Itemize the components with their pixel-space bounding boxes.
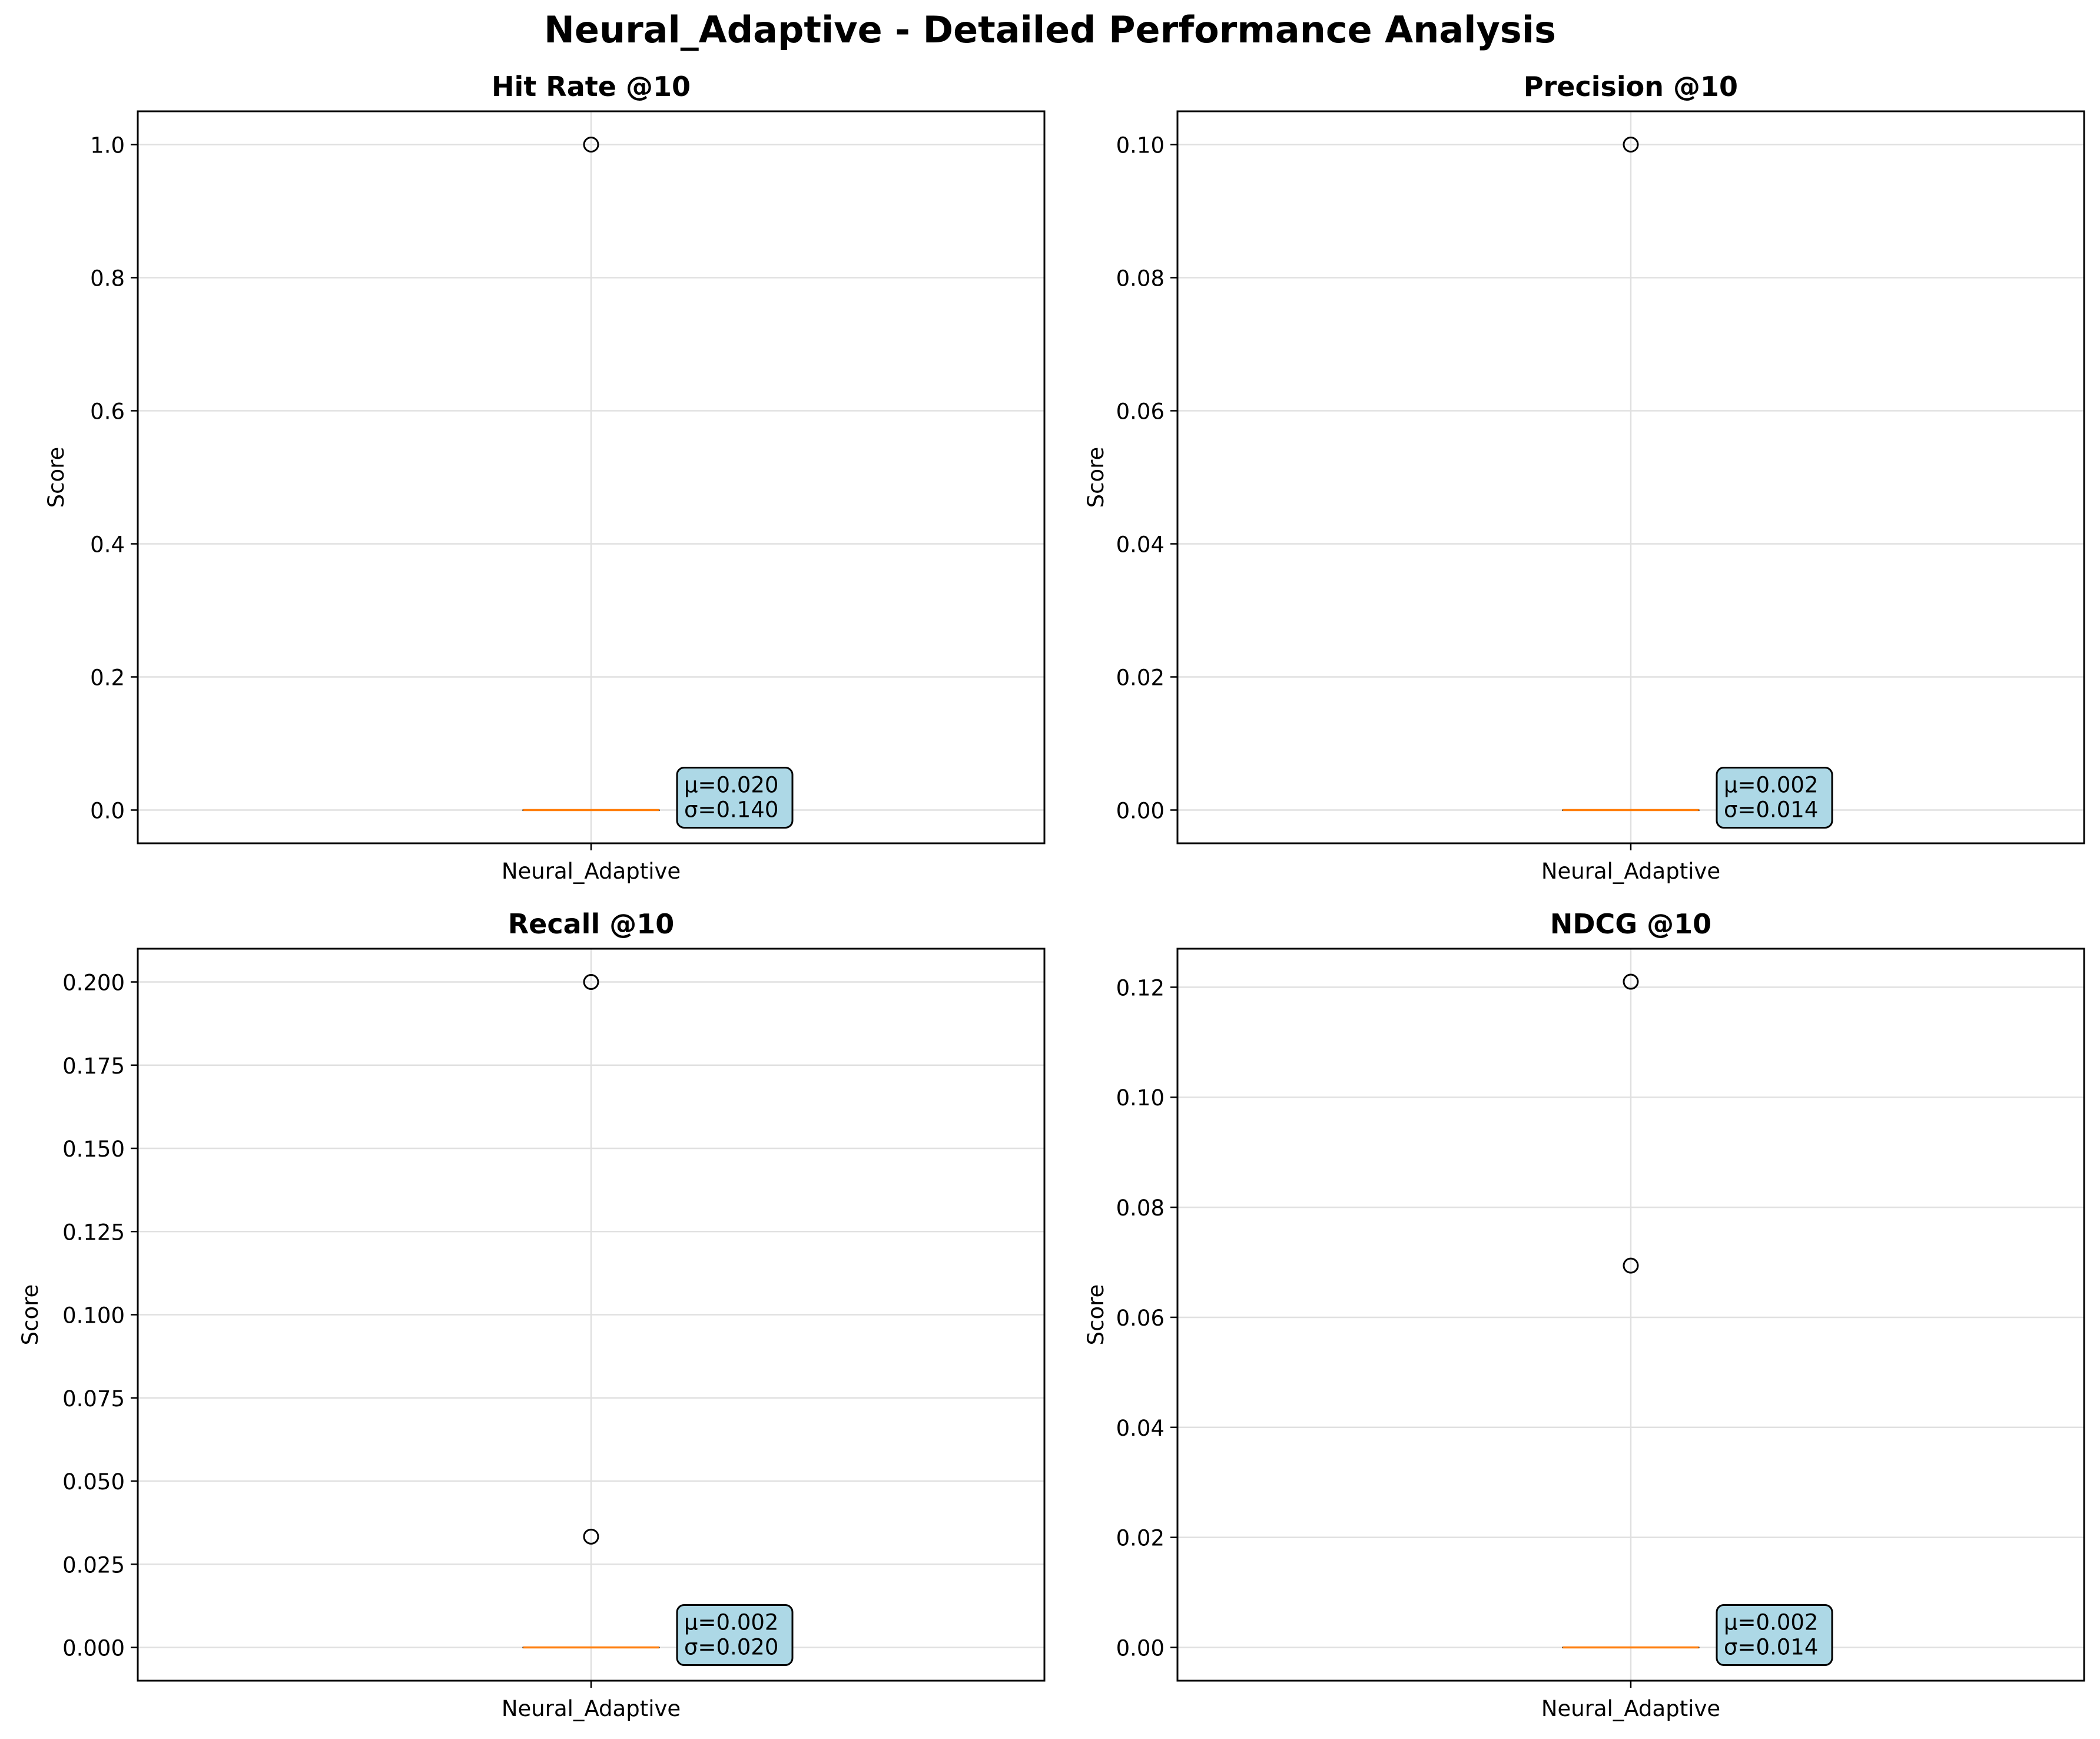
y-tick-label: 0.12 [1116, 975, 1165, 1001]
y-tick-label: 0.04 [1116, 532, 1165, 558]
x-tick-label: Neural_Adaptive [1541, 859, 1720, 884]
y-tick-label: 0.175 [62, 1054, 125, 1079]
outlier-point [583, 137, 599, 153]
y-tick-label: 0.2 [90, 665, 125, 691]
y-tick-label: 0.00 [1116, 1635, 1165, 1661]
y-tick-label: 0.0 [90, 799, 125, 824]
x-tick-label: Neural_Adaptive [502, 859, 681, 884]
stats-mean: μ=0.002 [1724, 773, 1818, 798]
y-tick-label: 0.06 [1116, 1306, 1165, 1331]
y-tick-label: 0.04 [1116, 1416, 1165, 1441]
axes-frame [137, 110, 1046, 844]
subplot-title: Hit Rate @10 [492, 71, 691, 102]
y-tick-label: 0.000 [62, 1636, 125, 1661]
stats-mean: μ=0.020 [684, 773, 778, 798]
y-tick-label: 0.050 [62, 1469, 125, 1495]
stats-std: σ=0.014 [1724, 797, 1818, 823]
outlier-point [583, 974, 599, 990]
subplot-2: 0.00 0.02 0.04 0.06 0.08 0.10 Neural_Adaptive μ… [1083, 71, 2085, 884]
y-tick-label: 0.4 [90, 532, 125, 558]
x-tick-label: Neural_Adaptive [1541, 1696, 1720, 1721]
subplot-title: NDCG @10 [1550, 908, 1711, 940]
stats-std: σ=0.020 [684, 1635, 778, 1660]
y-tick-label: 0.125 [62, 1220, 125, 1245]
y-tick-label: 0.025 [62, 1552, 125, 1578]
stats-box [1716, 1604, 1833, 1666]
outlier-point [583, 1528, 599, 1545]
outlier-point [1623, 1257, 1639, 1274]
y-axis-label: Score [44, 447, 69, 508]
subplot-1: 0.0 0.2 0.4 0.6 0.8 1.0 Neural_Adaptive μ=0.020… [44, 71, 1046, 884]
figure-title: Neural_Adaptive - Detailed Performance A… [544, 8, 1556, 51]
y-tick-label: 0.02 [1116, 665, 1165, 691]
y-tick-label: 0.06 [1116, 399, 1165, 425]
axes-frame [137, 948, 1046, 1682]
stats-box [676, 1604, 794, 1666]
y-tick-label: 0.08 [1116, 266, 1165, 292]
axes-frame [1176, 110, 2085, 844]
stats-box [1716, 767, 1833, 829]
y-tick-label: 0.08 [1116, 1195, 1165, 1221]
y-tick-label: 0.150 [62, 1137, 125, 1162]
y-tick-label: 0.075 [62, 1386, 125, 1412]
y-tick-label: 0.02 [1116, 1526, 1165, 1551]
y-tick-label: 0.8 [90, 266, 125, 292]
y-tick-label: 0.100 [62, 1303, 125, 1329]
y-tick-label: 0.10 [1116, 133, 1165, 158]
subplot-3: 0.000 0.025 0.050 0.075 0.100 0.125 0.150 0.175… [18, 908, 1046, 1721]
y-tick-label: 0.00 [1116, 799, 1165, 824]
stats-mean: μ=0.002 [1724, 1609, 1818, 1635]
outlier-point [1623, 137, 1639, 153]
y-tick-label: 0.200 [62, 970, 125, 996]
y-axis-label: Score [18, 1284, 43, 1346]
x-tick-label: Neural_Adaptive [502, 1696, 681, 1721]
subplot-4: 0.00 0.02 0.04 0.06 0.08 0.10 0.12 Neural_Adapt… [1083, 908, 2085, 1721]
y-tick-label: 0.6 [90, 399, 125, 425]
stats-std: σ=0.014 [1724, 1634, 1818, 1659]
outlier-point [1623, 973, 1639, 990]
stats-std: σ=0.140 [684, 797, 778, 823]
subplot-title: Precision @10 [1524, 71, 1738, 102]
y-tick-label: 0.10 [1116, 1085, 1165, 1111]
y-axis-label: Score [1083, 1284, 1109, 1346]
stats-box [676, 767, 794, 829]
axes-frame [1176, 948, 2085, 1682]
stats-mean: μ=0.002 [684, 1610, 778, 1635]
y-axis-label: Score [1083, 447, 1109, 508]
subplot-title: Recall @10 [508, 908, 675, 940]
y-tick-label: 1.0 [90, 133, 125, 158]
